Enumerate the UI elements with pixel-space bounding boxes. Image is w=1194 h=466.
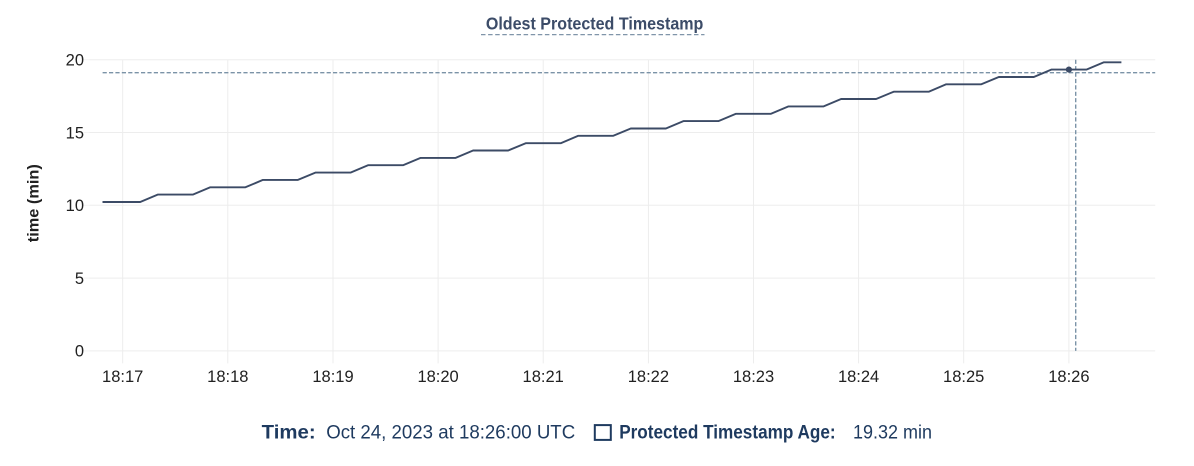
svg-text:Time:: Time:: [262, 423, 316, 444]
svg-text:18:20: 18:20: [417, 368, 458, 386]
svg-text:18:25: 18:25: [943, 368, 984, 386]
svg-text:time (min): time (min): [25, 164, 42, 242]
svg-text:18:17: 18:17: [102, 368, 143, 386]
svg-text:18:21: 18:21: [523, 368, 564, 386]
svg-text:5: 5: [75, 270, 84, 288]
svg-text:18:18: 18:18: [207, 368, 248, 386]
svg-text:Oct 24, 2023 at 18:26:00 UTC: Oct 24, 2023 at 18:26:00 UTC: [326, 423, 575, 444]
svg-text:Oldest Protected Timestamp: Oldest Protected Timestamp: [486, 13, 704, 33]
svg-text:Protected Timestamp Age:: Protected Timestamp Age:: [619, 423, 835, 444]
svg-text:19.32 min: 19.32 min: [853, 423, 932, 444]
svg-text:0: 0: [75, 343, 84, 361]
svg-text:18:23: 18:23: [733, 368, 774, 386]
svg-text:18:19: 18:19: [312, 368, 353, 386]
svg-text:10: 10: [66, 197, 84, 215]
svg-text:20: 20: [66, 52, 84, 70]
svg-text:18:26: 18:26: [1048, 368, 1089, 386]
svg-text:18:24: 18:24: [838, 368, 879, 386]
svg-text:15: 15: [66, 124, 84, 142]
svg-text:18:22: 18:22: [628, 368, 669, 386]
